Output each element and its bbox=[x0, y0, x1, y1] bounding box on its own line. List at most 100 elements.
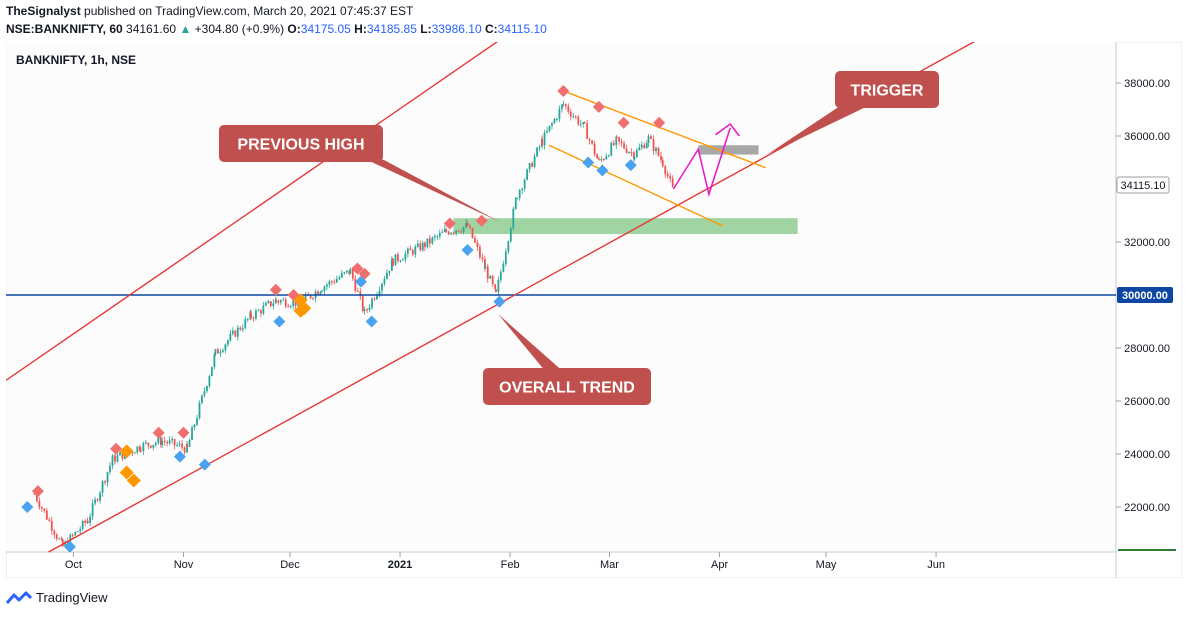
previous-high-label-pointer bbox=[361, 157, 500, 222]
candle-body bbox=[206, 386, 208, 392]
candle-body bbox=[196, 418, 198, 425]
candle-body bbox=[664, 166, 667, 175]
candle-body bbox=[359, 291, 362, 297]
y-tick-label: 24000.00 bbox=[1124, 449, 1170, 461]
trigger-zone bbox=[698, 145, 759, 155]
candle-body bbox=[257, 310, 260, 312]
candle-body bbox=[354, 278, 357, 291]
candle-body bbox=[516, 198, 519, 200]
candle-body bbox=[388, 270, 391, 273]
low-label: L: bbox=[420, 22, 432, 36]
candle-body bbox=[133, 452, 136, 454]
y-tick-label: 36000.00 bbox=[1124, 131, 1170, 143]
candle-body bbox=[669, 176, 672, 179]
candle-body bbox=[84, 520, 87, 523]
previous-high-label-box bbox=[219, 125, 383, 162]
candle-body bbox=[181, 443, 183, 448]
overall-trend-label-pointer bbox=[498, 314, 566, 374]
candle-body bbox=[640, 144, 643, 148]
pivot-diamond bbox=[592, 100, 605, 113]
candle-body bbox=[623, 143, 625, 149]
published-text: published on TradingView.com, March 20, … bbox=[84, 4, 414, 18]
symbol-name[interactable]: NSE:BANKNIFTY, 60 bbox=[6, 22, 123, 36]
pivot-diamond bbox=[351, 262, 364, 275]
level-price-label: 30000.00 bbox=[1122, 290, 1168, 302]
candle-body bbox=[289, 306, 292, 308]
open-label: O: bbox=[287, 22, 301, 36]
candle-body bbox=[409, 248, 412, 251]
candle-body bbox=[33, 493, 36, 495]
chart-frame[interactable]: 22000.00 24000.00 26000.00 28000.00 32000.00… bbox=[0, 34, 1183, 579]
candle-body bbox=[250, 312, 252, 318]
candle-body bbox=[421, 242, 424, 251]
price-change: +304.80 (+0.9%) bbox=[194, 22, 285, 36]
candle-body bbox=[330, 281, 333, 283]
candle-body bbox=[436, 236, 439, 238]
x-axis: OctNovDec2021FebMarAprMayJunJul bbox=[65, 552, 945, 571]
x-tick-label: Feb bbox=[501, 559, 520, 571]
candle-body bbox=[61, 539, 64, 547]
previous-high-zone bbox=[453, 218, 798, 235]
candle-body bbox=[652, 139, 655, 152]
footer-brand[interactable]: TradingView bbox=[36, 590, 108, 605]
candle-body bbox=[618, 137, 620, 142]
publisher-name[interactable]: TheSignalyst bbox=[6, 4, 81, 18]
candle-body bbox=[556, 118, 558, 120]
trigger-label-box bbox=[835, 71, 939, 108]
candle-body bbox=[455, 230, 458, 233]
candle-body bbox=[638, 147, 641, 151]
candle-body bbox=[43, 508, 46, 511]
candle-body bbox=[309, 295, 312, 299]
candle-body bbox=[53, 530, 56, 535]
candle-body bbox=[140, 450, 142, 452]
candle-body bbox=[536, 147, 538, 157]
published-line: TheSignalyst published on TradingView.co… bbox=[6, 4, 413, 18]
current-price-tag: 34115.10 bbox=[1116, 176, 1170, 194]
candle-body bbox=[615, 136, 618, 138]
candle-body bbox=[138, 446, 141, 451]
candle-body bbox=[234, 330, 237, 337]
pivot-diamond bbox=[177, 426, 190, 439]
pivot-diamond bbox=[119, 444, 134, 459]
candle-body bbox=[543, 132, 546, 146]
candle-body bbox=[383, 279, 386, 284]
candle-body bbox=[231, 330, 234, 334]
candle-body bbox=[335, 279, 338, 283]
candle-body bbox=[438, 232, 441, 237]
candle-body bbox=[60, 538, 63, 540]
candle-body bbox=[136, 446, 139, 453]
x-tick-label: Apr bbox=[711, 559, 728, 571]
candle-body bbox=[390, 258, 393, 271]
candle-body bbox=[259, 310, 262, 314]
candle-body bbox=[479, 246, 481, 258]
pivot-diamond bbox=[297, 301, 312, 316]
candle-body bbox=[381, 283, 383, 291]
candle-body bbox=[518, 190, 521, 199]
candle-body bbox=[356, 290, 359, 292]
candle-body bbox=[111, 459, 114, 466]
pivot-diamond bbox=[475, 214, 488, 227]
pivot-diamond bbox=[63, 540, 76, 553]
candle-body bbox=[569, 111, 572, 117]
candle-body bbox=[239, 327, 242, 330]
candle-body bbox=[404, 253, 407, 260]
low-value: 33986.10 bbox=[431, 22, 482, 36]
candle-body bbox=[447, 231, 450, 235]
candle-body bbox=[528, 163, 531, 170]
price-chart[interactable]: 22000.00 24000.00 26000.00 28000.00 32000.00… bbox=[0, 34, 1183, 579]
pivot-diamond bbox=[355, 275, 367, 288]
candle-body bbox=[502, 263, 505, 272]
candle-body bbox=[538, 146, 541, 148]
candle-body bbox=[284, 299, 287, 307]
candle-body bbox=[96, 499, 99, 501]
candle-body bbox=[252, 317, 255, 319]
candle-body bbox=[394, 254, 397, 266]
candle-body bbox=[338, 277, 341, 280]
candle-body bbox=[351, 268, 354, 279]
candle-body bbox=[345, 270, 348, 273]
candle-body bbox=[457, 230, 460, 232]
candle-body bbox=[424, 242, 426, 248]
candle-body bbox=[660, 155, 662, 161]
current-price-label: 34115.10 bbox=[1120, 180, 1165, 192]
candle-body bbox=[173, 438, 176, 446]
